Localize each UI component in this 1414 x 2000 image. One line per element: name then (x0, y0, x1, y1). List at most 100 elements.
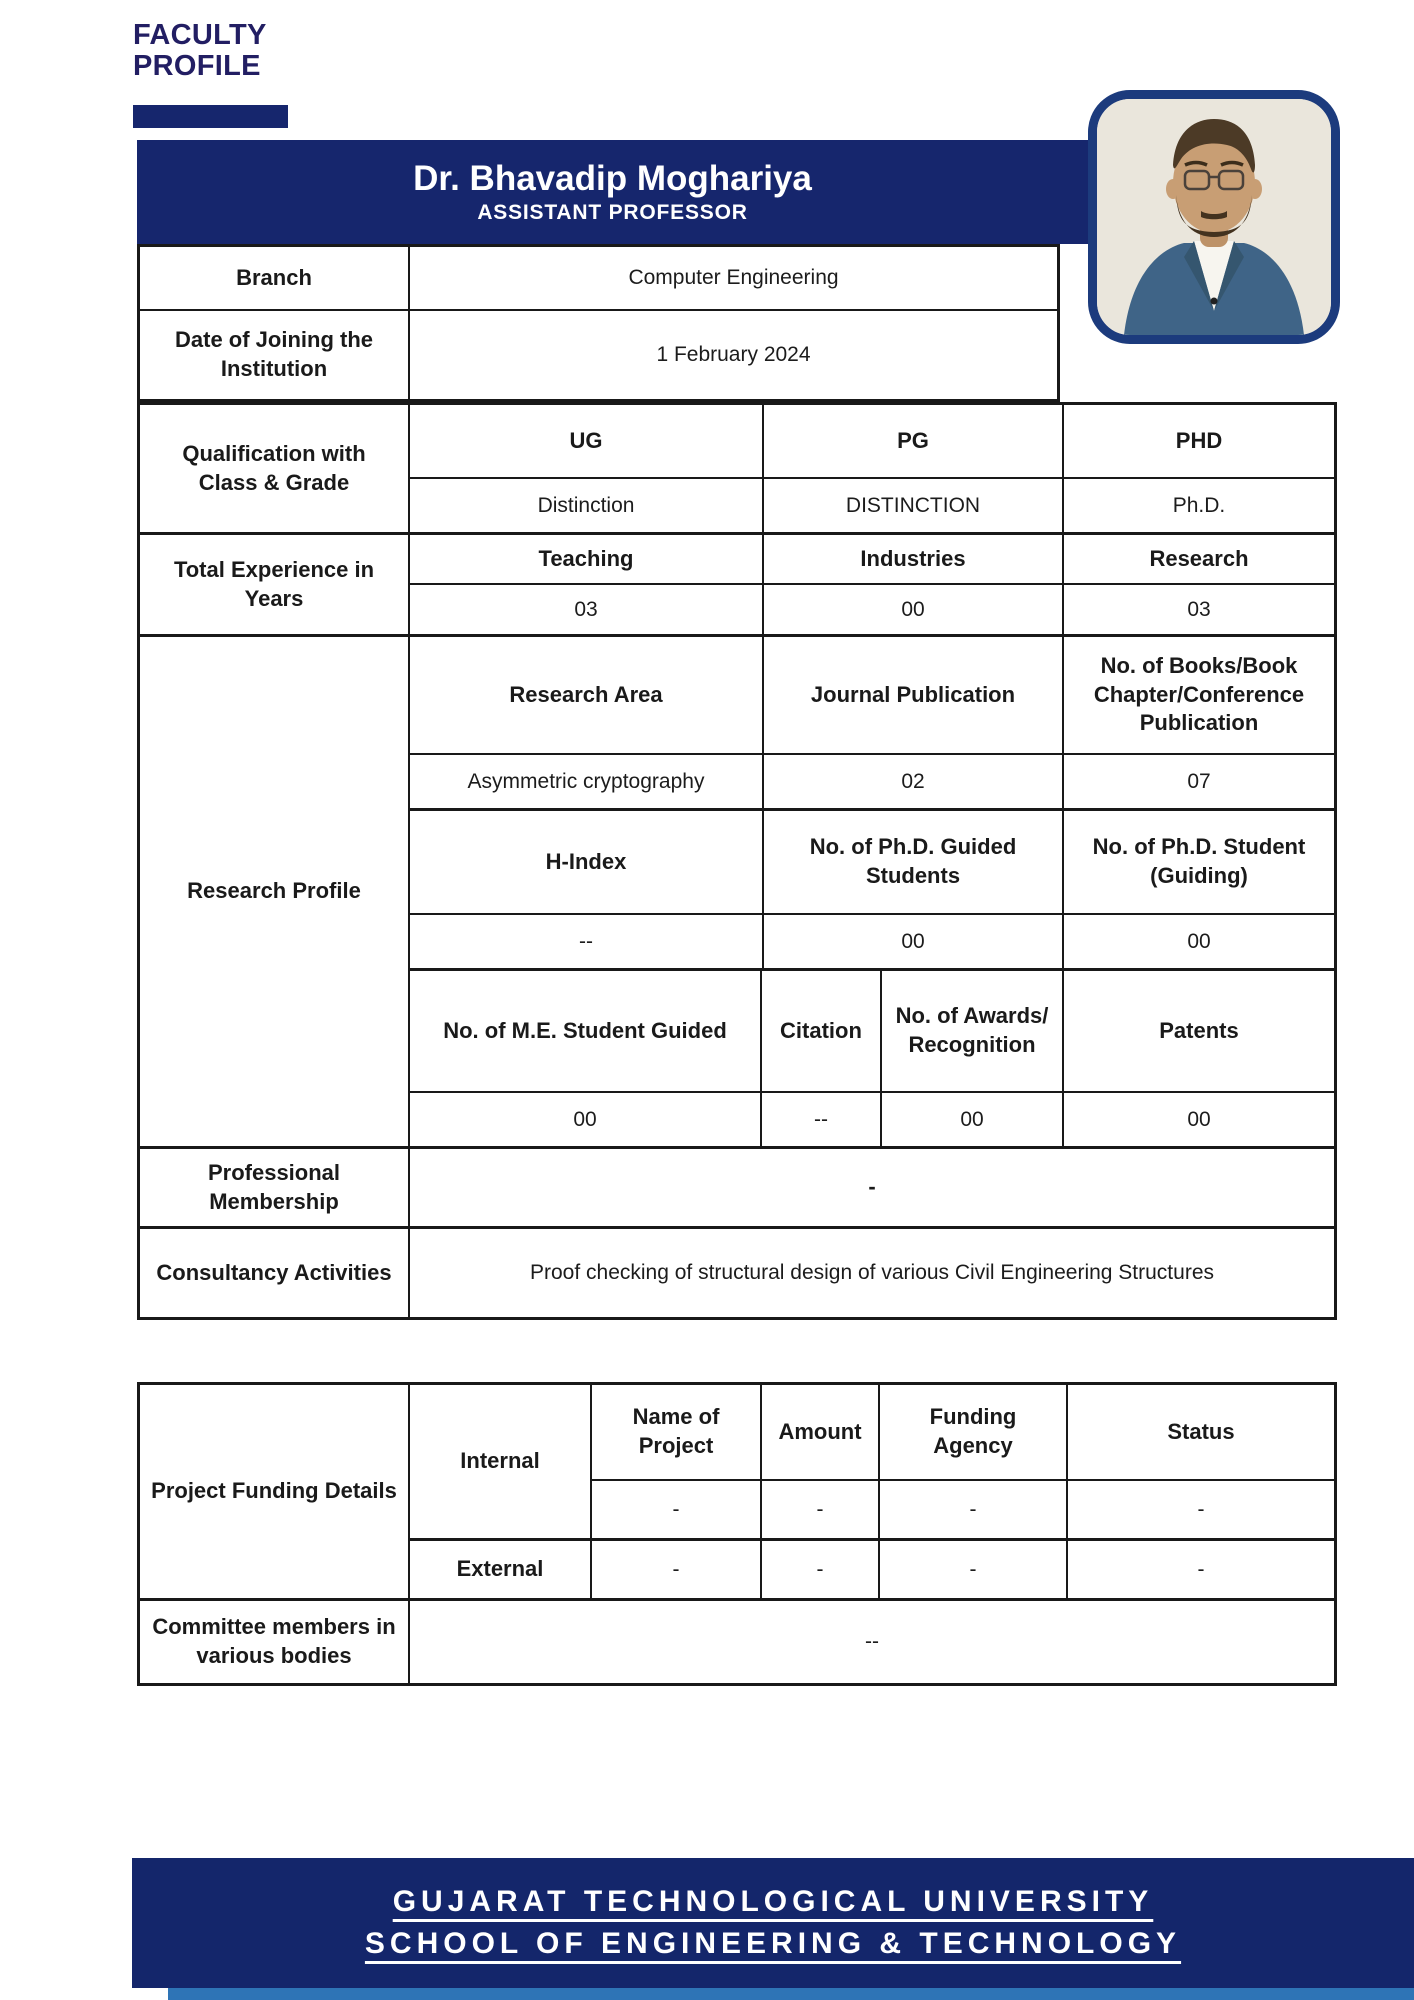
joining-date-label: Date of Joining the Institution (140, 311, 410, 399)
citation-value: -- (762, 1093, 882, 1146)
qualification-ug-value: Distinction (410, 479, 764, 532)
profile-details-table: Qualification with Class & Grade Total E… (137, 402, 1337, 1320)
funding-agency-header: Funding Agency (880, 1385, 1068, 1479)
details-content-column: UG PG PHD Distinction DISTINCTION Ph.D. … (410, 405, 1334, 1317)
internal-agency-value: - (880, 1481, 1068, 1538)
footer-banner: GUJARAT TECHNOLOGICAL UNIVERSITY SCHOOL … (132, 1858, 1414, 1988)
funding-rows: Internal External Name of Project Amount… (410, 1385, 1334, 1601)
external-label: External (456, 1556, 544, 1582)
research-value-row-1: Asymmetric cryptography 02 07 (410, 755, 1334, 811)
logo-line1: FACULTY (133, 19, 267, 51)
row-label-column: Qualification with Class & Grade Total E… (140, 405, 410, 1317)
joining-date-value: 1 February 2024 (656, 343, 811, 367)
amount-header: Amount (762, 1385, 880, 1479)
h-index-value: -- (410, 915, 764, 968)
patents-value: 00 (1187, 1107, 1211, 1131)
membership-value-row: - (410, 1149, 1334, 1229)
committee-label: Committee members in various bodies (152, 1614, 396, 1668)
research-header-row-1: Research Area Journal Publication No. of… (410, 637, 1334, 755)
faculty-designation: ASSISTANT PROFESSOR (477, 201, 748, 224)
school-name: SCHOOL OF ENGINEERING & TECHNOLOGY (364, 1927, 1182, 1960)
me-student-guided-header: No. of M.E. Student Guided (410, 971, 762, 1091)
faculty-name: Dr. Bhavadip Moghariya (413, 159, 812, 198)
footer-accent-strip (168, 1988, 1414, 2000)
external-amount-value: - (762, 1541, 880, 1598)
journal-publication-value: 02 (764, 755, 1064, 808)
h-index-header: H-Index (410, 811, 764, 913)
qualification-col-pg: PG (764, 405, 1064, 477)
books-publication-value: 07 (1187, 769, 1211, 793)
qualification-label: Qualification with Class & Grade (140, 405, 408, 535)
membership-value: - (868, 1174, 876, 1200)
qualification-phd-value: Ph.D. (1172, 493, 1226, 517)
table-row-joining-date: Date of Joining the Institution 1 Februa… (140, 311, 1057, 399)
experience-col-research: Research (1149, 545, 1249, 571)
basic-info-table: Branch Computer Engineering Date of Join… (137, 244, 1060, 402)
research-area-header: Research Area (410, 637, 764, 753)
experience-col-teaching: Teaching (410, 535, 764, 583)
qualification-col-phd: PHD (1175, 427, 1223, 453)
faculty-photo (1088, 90, 1340, 344)
internal-amount-value: - (762, 1481, 880, 1538)
funding-type-column: Internal External (410, 1385, 592, 1598)
funding-label-column: Project Funding Details Committee member… (140, 1385, 410, 1683)
citation-header: Citation (762, 971, 882, 1091)
experience-teaching-value: 03 (410, 585, 764, 634)
qualification-header-row: UG PG PHD (410, 405, 1334, 479)
research-area-value: Asymmetric cryptography (410, 755, 764, 808)
research-header-row-2: H-Index No. of Ph.D. Guided Students No.… (410, 811, 1334, 915)
experience-value-row: 03 00 03 (410, 585, 1334, 637)
membership-label: Professional Membership (140, 1149, 408, 1229)
funding-grid: Name of Project Amount Funding Agency St… (592, 1385, 1334, 1598)
journal-publication-header: Journal Publication (764, 637, 1064, 753)
branch-label: Branch (140, 247, 410, 311)
portrait-illustration (1097, 99, 1331, 335)
external-agency-value: - (880, 1541, 1068, 1598)
project-funding-table: Project Funding Details Committee member… (137, 1382, 1337, 1686)
phd-guiding-header: No. of Ph.D. Student (Guiding) (1092, 834, 1306, 888)
research-value-row-3: 00 -- 00 00 (410, 1093, 1334, 1149)
project-funding-label: Project Funding Details (140, 1385, 408, 1601)
faculty-profile-logo: FACULTY PROFILE (133, 20, 267, 81)
funding-header-row: Name of Project Amount Funding Agency St… (592, 1385, 1334, 1481)
internal-label: Internal (410, 1385, 590, 1541)
internal-project-value: - (592, 1481, 762, 1538)
name-of-project-header: Name of Project (592, 1385, 762, 1479)
logo-underline-bar (133, 105, 288, 128)
external-value-row: - - - - (592, 1541, 1334, 1598)
name-banner: Dr. Bhavadip Moghariya ASSISTANT PROFESS… (137, 140, 1088, 244)
experience-label: Total Experience in Years (140, 535, 408, 637)
consultancy-value: Proof checking of structural design of v… (530, 1261, 1214, 1285)
consultancy-label: Consultancy Activities (156, 1259, 392, 1285)
me-student-guided-value: 00 (410, 1093, 762, 1146)
awards-recognition-header: No. of Awards/ Recognition (882, 971, 1064, 1091)
branch-value: Computer Engineering (410, 247, 1057, 311)
committee-value: -- (865, 1630, 879, 1654)
phd-guided-value: 00 (764, 915, 1064, 968)
external-project-value: - (592, 1541, 762, 1598)
external-status-value: - (1197, 1557, 1205, 1581)
internal-status-value: - (1197, 1497, 1205, 1521)
table-row-branch: Branch Computer Engineering (140, 247, 1057, 311)
phd-guided-header: No. of Ph.D. Guided Students (764, 811, 1064, 913)
committee-value-row: -- (410, 1601, 1334, 1683)
qualification-col-ug: UG (410, 405, 764, 477)
experience-research-value: 03 (1187, 597, 1211, 621)
patents-header: Patents (1159, 1017, 1239, 1043)
books-publication-header: No. of Books/Book Chapter/Conference Pub… (1093, 653, 1305, 736)
experience-industries-value: 00 (764, 585, 1064, 634)
experience-header-row: Teaching Industries Research (410, 535, 1334, 585)
phd-guiding-value: 00 (1187, 929, 1211, 953)
status-header: Status (1167, 1418, 1235, 1444)
research-header-row-3: No. of M.E. Student Guided Citation No. … (410, 971, 1334, 1093)
internal-value-row: - - - - (592, 1481, 1334, 1541)
research-profile-label: Research Profile (140, 637, 408, 1149)
experience-col-industries: Industries (764, 535, 1064, 583)
logo-line2: PROFILE (133, 49, 261, 82)
funding-content-column: Internal External Name of Project Amount… (410, 1385, 1334, 1683)
research-value-row-2: -- 00 00 (410, 915, 1334, 971)
qualification-pg-value: DISTINCTION (764, 479, 1064, 532)
awards-recognition-value: 00 (882, 1093, 1064, 1146)
university-name: GUJARAT TECHNOLOGICAL UNIVERSITY (392, 1885, 1154, 1918)
